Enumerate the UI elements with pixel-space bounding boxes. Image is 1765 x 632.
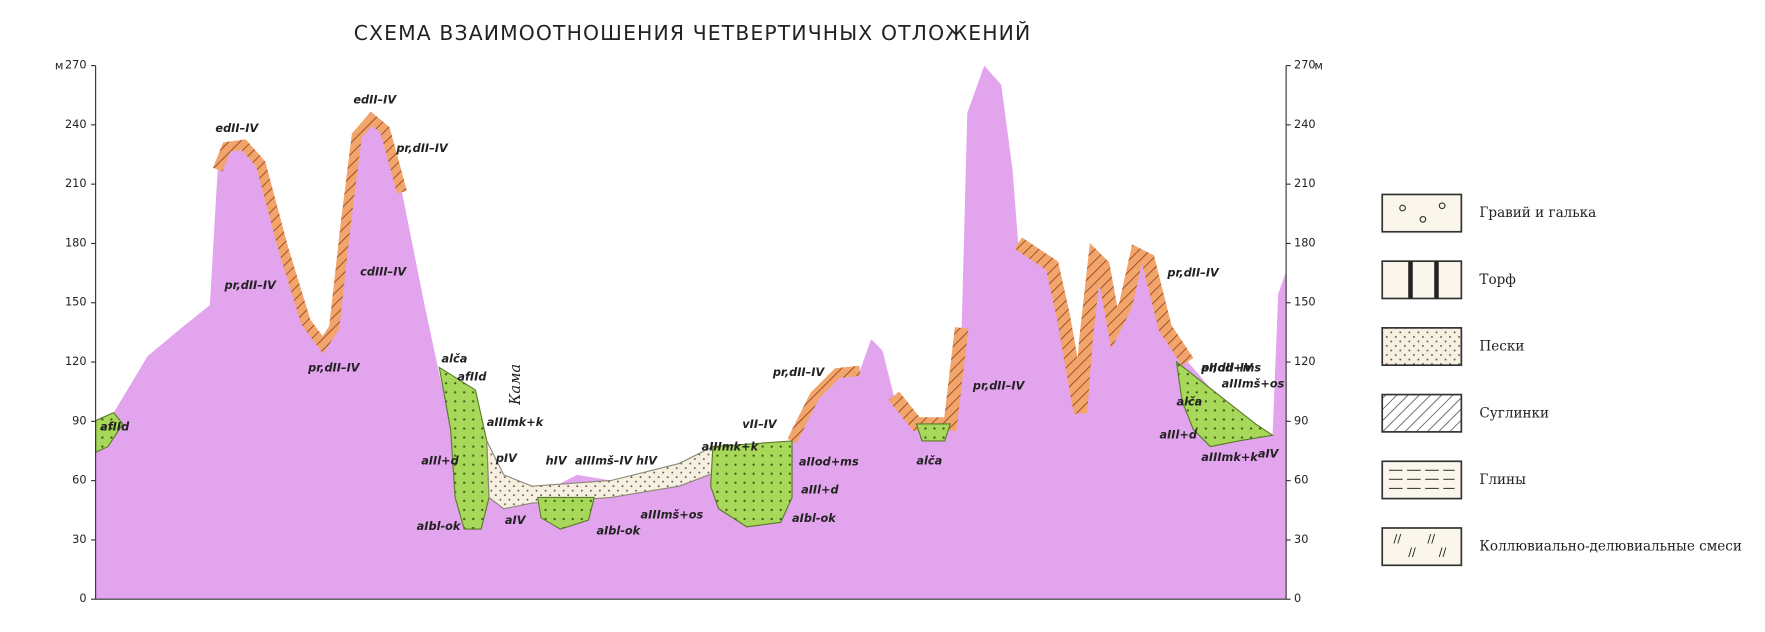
- tick-label: 0: [1294, 592, 1301, 605]
- tick-label: 270: [1294, 59, 1316, 72]
- legend-label: Гравий и галька: [1479, 205, 1596, 221]
- geo-label: aIIImš+os: [641, 509, 704, 522]
- geo-label: aIIImk+k: [487, 416, 545, 429]
- geo-label: edII–IV: [215, 122, 259, 135]
- geo-label: aIV: [1258, 447, 1280, 460]
- geo-label: alča: [442, 353, 468, 366]
- tick-label: 60: [72, 474, 86, 487]
- geo-label: pr,dII–IV: [1166, 267, 1220, 280]
- geo-label: aIIod+ms: [799, 455, 859, 468]
- legend: Гравий и галька Торф Пески Суглинки Глины // /…: [1381, 193, 1742, 567]
- geo-label: edII–IV: [353, 94, 397, 107]
- geo-label: alča: [1176, 395, 1202, 408]
- geo-label: pr,dII–IV: [1200, 362, 1254, 375]
- legend-swatch: [1381, 327, 1463, 367]
- geo-label: hIV: [636, 454, 658, 467]
- labels: afIId edII–IV pr,dII–IV pr,dII–IV edII–IV pr,…: [100, 94, 1285, 538]
- legend-swatch: [1381, 260, 1463, 300]
- geo-label: aIIImk+k: [702, 441, 760, 454]
- geo-label: afIId: [100, 420, 130, 433]
- green-deposit: [1175, 360, 1275, 448]
- geo-label: pr,dII–IV: [223, 279, 277, 292]
- geo-label: aIIl+d: [1159, 428, 1197, 441]
- river-label: Кама: [507, 364, 524, 406]
- tick-label: 120: [65, 355, 87, 368]
- legend-swatch: [1381, 193, 1463, 233]
- unit-label: м: [55, 60, 64, 73]
- legend-pattern: [1419, 215, 1427, 223]
- legend-swatch: [1381, 393, 1463, 433]
- legend-pattern: [1438, 202, 1446, 210]
- legend-pattern: //: [1427, 532, 1435, 545]
- tick-label: 240: [1294, 118, 1316, 131]
- geo-label: vII–IV: [742, 418, 778, 431]
- tick-label: 90: [72, 414, 86, 427]
- legend-pattern: [1399, 204, 1406, 212]
- legend-pattern: //: [1408, 546, 1416, 559]
- geo-label: pr,dII–IV: [972, 380, 1026, 393]
- geo-label: pr,dII–IV: [395, 142, 449, 155]
- geo-label: cdIII–IV: [360, 265, 407, 278]
- title: СХЕМА ВЗАИМООТНОШЕНИЯ ЧЕТВЕРТИЧНЫХ ОТЛОЖ…: [354, 20, 1032, 45]
- legend-label: Пески: [1479, 339, 1524, 355]
- bedrock: [95, 65, 1287, 600]
- tick-label: 180: [65, 236, 87, 249]
- geo-label: aIIod+ms: [1201, 362, 1261, 375]
- geo-label: hIV: [546, 454, 568, 467]
- geo-label: pr,dII–IV: [772, 366, 826, 379]
- geo-label: aIbl-ok: [792, 512, 837, 525]
- profile: [95, 65, 1287, 600]
- legend-pattern: //: [1439, 546, 1447, 559]
- tick-label: 240: [65, 118, 87, 131]
- legend-label: Торф: [1479, 272, 1516, 288]
- tick-label: 0: [79, 592, 86, 605]
- legend-label: Глины: [1479, 472, 1526, 488]
- tick-label: 210: [65, 177, 87, 190]
- geo-label: aIIl+d: [421, 454, 459, 467]
- legend-pattern: [1434, 261, 1439, 299]
- tick-label: 150: [1294, 296, 1316, 309]
- green-deposit: [438, 366, 490, 530]
- slope-deposit: [787, 365, 861, 444]
- tick-label: 210: [1294, 177, 1316, 190]
- unit-label: м: [1314, 60, 1323, 73]
- geo-label: pr,dII–IV: [307, 362, 361, 375]
- geo-label: aIIImk+k: [1201, 451, 1259, 464]
- geo-label: aIIImš–IV: [575, 454, 634, 467]
- tick-label: 180: [1294, 236, 1316, 249]
- green-deposit: [915, 423, 952, 442]
- geo-label: aIbl-ok: [417, 520, 462, 533]
- tick-label: 30: [72, 533, 86, 546]
- green-deposit: [710, 440, 793, 528]
- geo-label: pIV: [495, 452, 518, 465]
- legend-label: Суглинки: [1479, 405, 1549, 421]
- geo-label: aIIl+d: [801, 484, 839, 497]
- slope-deposit: [212, 111, 407, 354]
- tick-label: 150: [65, 296, 87, 309]
- geo-label: aIbl-ok: [596, 524, 641, 537]
- tick-label: 120: [1294, 355, 1316, 368]
- geo-label: alča: [916, 454, 942, 467]
- legend-pattern: [1408, 261, 1413, 299]
- tick-label: 90: [1294, 414, 1308, 427]
- geo-label: aIIImš+os: [1222, 377, 1285, 390]
- green-deposit: [537, 496, 595, 530]
- tick-label: 270: [65, 59, 87, 72]
- legend-label: Коллювиально-делювиальные смеси: [1479, 539, 1741, 555]
- tick-label: 60: [1294, 474, 1308, 487]
- geo-label: aIV: [505, 514, 527, 527]
- legend-pattern: //: [1394, 532, 1402, 545]
- legend-swatch: [1381, 527, 1463, 567]
- geo-label: afIId: [457, 371, 487, 384]
- tick-label: 30: [1294, 533, 1308, 546]
